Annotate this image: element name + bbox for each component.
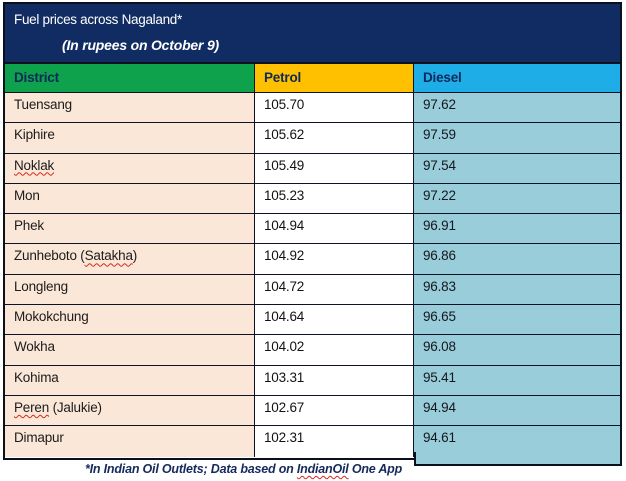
diesel-price-cell: 97.62 (414, 93, 620, 124)
petrol-price-cell: 104.64 (255, 305, 414, 336)
table-row: Kohima 103.31 95.41 (5, 365, 620, 396)
district-cell: Phek (5, 214, 255, 245)
table-row: Peren (Jalukie) 102.67 94.94 (5, 395, 620, 427)
table-body: Tuensang 105.70 97.62 Kiphire 105.62 97.59 Nok… (5, 93, 620, 457)
footnote-text-post: One App (348, 462, 403, 476)
table-row: Zunheboto (Satakha) 104.92 96.86 (5, 244, 620, 275)
district-name: Longleng (14, 278, 68, 294)
diesel-price-cell: 96.65 (414, 305, 620, 336)
table-title-block: Fuel prices across Nagaland* (In rupees … (5, 4, 620, 64)
petrol-price-cell: 102.31 (255, 426, 414, 457)
diesel-price-cell: 96.83 (414, 274, 620, 306)
diesel-price-cell: 94.61 (414, 426, 620, 457)
diesel-price-cell: 94.94 (414, 395, 620, 427)
table-row: Dimapur 102.31 94.61 (5, 426, 620, 457)
table-row: Wokha 104.02 96.08 (5, 335, 620, 366)
diesel-price-cell: 97.22 (414, 183, 620, 215)
district-cell: Wokha (5, 335, 255, 366)
district-name: (Jalukie) (49, 399, 102, 415)
footnote: *In Indian Oil Outlets; Data based on In… (85, 462, 402, 476)
table-row: Mokokchung 104.64 96.65 (5, 305, 620, 336)
table-row: Longleng 104.72 96.83 (5, 274, 620, 306)
district-name-misspelled: Peren (14, 399, 50, 415)
district-cell: Mon (5, 183, 255, 215)
district-cell: Dimapur (5, 426, 255, 457)
table-row: Tuensang 105.70 97.62 (5, 93, 620, 124)
district-name: ) (132, 248, 138, 264)
diesel-price-cell: 97.59 (414, 123, 620, 154)
petrol-price-cell: 103.31 (255, 365, 414, 396)
petrol-price-cell: 105.70 (255, 93, 414, 124)
district-cell: Longleng (5, 274, 255, 306)
district-cell: Noklak (5, 153, 255, 184)
district-name: Phek (14, 218, 44, 234)
fuel-price-table: Fuel prices across Nagaland* (In rupees … (3, 2, 622, 460)
district-cell: Kohima (5, 365, 255, 396)
district-cell: Peren (Jalukie) (5, 395, 255, 427)
petrol-price-cell: 105.23 (255, 183, 414, 215)
petrol-price-cell: 102.67 (255, 395, 414, 427)
diesel-price-cell: 95.41 (414, 365, 620, 396)
district-cell: Zunheboto (Satakha) (5, 244, 255, 275)
district-name: Zunheboto ( (14, 248, 85, 264)
district-name: Kiphire (14, 127, 55, 143)
district-name: Dimapur (14, 430, 64, 446)
column-header-diesel: Diesel (414, 64, 620, 93)
table-header-row: District Petrol Diesel (5, 64, 620, 93)
district-name: Wokha (14, 339, 55, 355)
district-name: Mon (14, 187, 40, 203)
diesel-price-cell: 96.86 (414, 244, 620, 275)
table-row: Noklak 105.49 97.54 (5, 153, 620, 184)
petrol-price-cell: 104.02 (255, 335, 414, 366)
district-name: Tuensang (14, 97, 72, 112)
column-header-petrol: Petrol (255, 64, 414, 93)
district-name-misspelled: Noklak (14, 157, 55, 173)
diesel-price-cell: 96.91 (414, 214, 620, 245)
diesel-price-cell: 96.08 (414, 335, 620, 366)
footnote-text-pre: *In Indian Oil Outlets; Data based on (85, 462, 297, 476)
table-row: Mon 105.23 97.22 (5, 183, 620, 215)
table-subtitle: (In rupees on October 9) (62, 37, 219, 53)
district-name-misspelled: Satakha (84, 248, 133, 264)
district-cell: Tuensang (5, 93, 255, 124)
table-title: Fuel prices across Nagaland* (14, 12, 182, 27)
footnote-text-misspelled: IndianOil (296, 462, 349, 476)
table-row: Phek 104.94 96.91 (5, 214, 620, 245)
petrol-price-cell: 104.92 (255, 244, 414, 275)
column-header-district: District (5, 64, 255, 93)
district-name: Mokokchung (14, 309, 89, 325)
diesel-column-tail (414, 452, 622, 466)
district-name: Kohima (14, 369, 59, 385)
petrol-price-cell: 104.72 (255, 274, 414, 306)
petrol-price-cell: 104.94 (255, 214, 414, 245)
district-cell: Kiphire (5, 123, 255, 154)
petrol-price-cell: 105.49 (255, 153, 414, 184)
table-row: Kiphire 105.62 97.59 (5, 123, 620, 154)
petrol-price-cell: 105.62 (255, 123, 414, 154)
diesel-price-cell: 97.54 (414, 153, 620, 184)
district-cell: Mokokchung (5, 305, 255, 336)
